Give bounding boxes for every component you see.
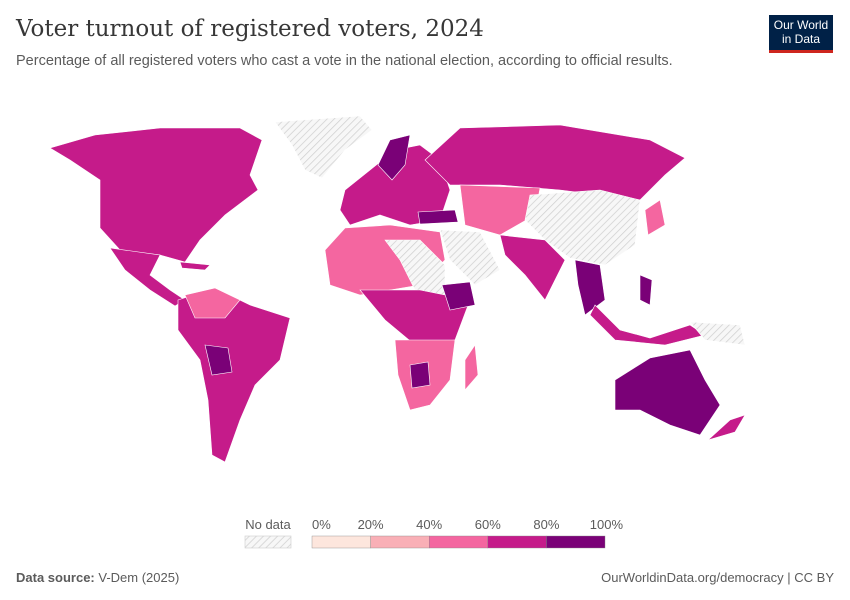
region-south-america[interactable]: [177, 287, 291, 463]
legend-no-data-label: No data: [245, 517, 291, 532]
legend-tick-label: 100%: [590, 517, 624, 532]
chart-subtitle: Percentage of all registered voters who …: [16, 53, 673, 69]
region-australia[interactable]: [614, 349, 721, 436]
legend-tick-label: 20%: [358, 517, 384, 532]
legend-bin-2[interactable]: [429, 535, 489, 549]
legend-bin-3[interactable]: [487, 535, 547, 549]
region-central-asia[interactable]: [459, 184, 541, 236]
region-russia[interactable]: [424, 124, 686, 201]
legend-tick-label: 80%: [533, 517, 559, 532]
map-legend: No data 0% 20% 40% 60% 80% 100%: [244, 517, 624, 549]
region-indonesia[interactable]: [589, 304, 706, 346]
region-caribbean[interactable]: [179, 261, 211, 271]
region-middle-east[interactable]: [439, 229, 501, 286]
region-japan-korea[interactable]: [644, 199, 666, 236]
legend-no-data-swatch[interactable]: [244, 535, 292, 549]
region-north-america[interactable]: [49, 127, 263, 263]
region-south-asia[interactable]: [499, 234, 566, 301]
region-ethiopia[interactable]: [441, 281, 476, 311]
legend-tick-label: 60%: [475, 517, 501, 532]
region-botswana[interactable]: [409, 361, 431, 389]
region-new-zealand[interactable]: [707, 414, 746, 441]
owid-logo[interactable]: Our World in Data: [769, 15, 833, 53]
region-madagascar[interactable]: [464, 344, 479, 391]
region-png[interactable]: [689, 321, 746, 346]
legend-bin-4[interactable]: [546, 535, 606, 549]
chart-title: Voter turnout of registered voters, 2024: [16, 16, 484, 42]
region-southeast-asia[interactable]: [574, 259, 606, 316]
region-greenland[interactable]: [274, 115, 373, 179]
region-turkey[interactable]: [417, 209, 459, 225]
region-philippines[interactable]: [639, 274, 653, 306]
legend-bin-0[interactable]: [311, 535, 371, 549]
legend-bin-1[interactable]: [370, 535, 430, 549]
region-china[interactable]: [524, 189, 641, 266]
region-scandinavia[interactable]: [377, 134, 411, 181]
region-colombia-venezuela[interactable]: [184, 287, 241, 319]
logo-line2: in Data: [781, 32, 821, 46]
data-source: Data source: V-Dem (2025): [16, 570, 179, 585]
legend-tick-label: 40%: [416, 517, 442, 532]
source-value: V-Dem (2025): [98, 570, 180, 585]
footer-link[interactable]: OurWorldinData.org/democracy | CC BY: [601, 570, 834, 585]
source-label: Data source:: [16, 570, 95, 585]
logo-line1: Our World: [773, 18, 829, 32]
legend-tick-label: 0%: [312, 517, 331, 532]
region-bolivia[interactable]: [204, 344, 233, 376]
